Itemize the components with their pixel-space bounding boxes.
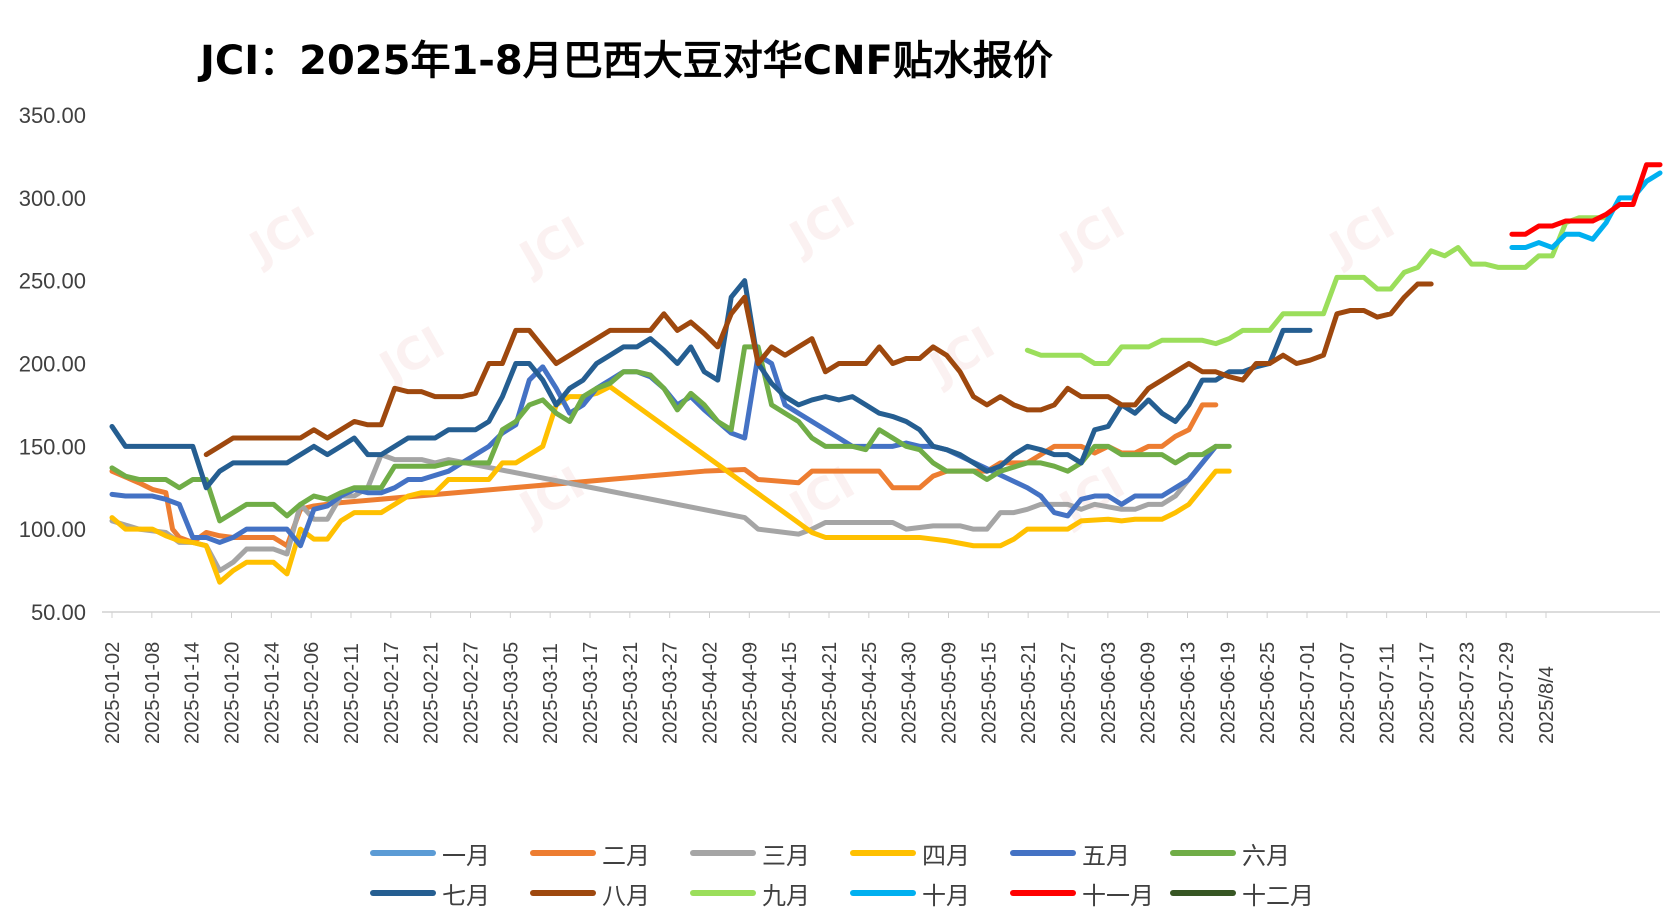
x-tick-label: 2025-02-17 (381, 642, 403, 744)
y-tick-label: 150.00 (19, 434, 86, 459)
legend-swatch (370, 890, 436, 896)
x-tick-label: 2025-07-23 (1456, 642, 1478, 744)
series-line-四月 (109, 384, 1232, 585)
x-tick-label: 2025-01-02 (102, 642, 124, 744)
legend-label: 十二月 (1242, 881, 1314, 910)
x-tick-label: 2025-05-21 (1018, 642, 1040, 744)
series-line-八月 (203, 281, 1434, 458)
y-tick-label: 250.00 (19, 269, 86, 294)
x-tick-label: 2025-03-11 (540, 643, 562, 744)
x-tick-label: 2025-03-21 (620, 642, 642, 744)
x-tick-label: 2025-05-27 (1058, 642, 1080, 744)
x-tick-label: 2025-06-19 (1217, 642, 1239, 744)
y-tick-label: 300.00 (19, 186, 86, 211)
legend-swatch (1170, 850, 1236, 856)
legend-item: 五月 (1010, 836, 1170, 871)
x-tick-label: 2025-03-17 (580, 642, 602, 744)
x-tick-label: 2025-07-29 (1496, 642, 1518, 744)
legend-item: 四月 (850, 836, 1010, 871)
x-tick-label: 2025-01-24 (261, 642, 283, 744)
x-tick-label: 2025-06-25 (1257, 642, 1279, 744)
y-tick-label: 50.00 (31, 600, 86, 625)
legend-label: 六月 (1242, 841, 1290, 870)
legend-swatch (850, 890, 916, 896)
legend-swatch (850, 850, 916, 856)
x-tick-label: 2025-05-15 (978, 642, 1000, 744)
legend-row: 七月 八月 九月 十月 十一月 十二月 (370, 873, 1350, 913)
legend-item: 一月 (370, 836, 530, 871)
legend: 一月 二月 三月 四月 五月 六月 七月 八月 九月 十月 十一月 十二月 (370, 833, 1350, 913)
x-tick-label: 2025-06-03 (1098, 642, 1120, 744)
x-tick-label: 2025-01-08 (142, 642, 164, 744)
legend-label: 四月 (922, 841, 970, 870)
legend-swatch (690, 890, 756, 896)
legend-swatch (530, 890, 596, 896)
legend-label: 九月 (762, 881, 810, 910)
legend-swatch (690, 850, 756, 856)
x-tick-label: 2025-07-17 (1417, 642, 1439, 744)
x-tick-label: 2025-05-09 (939, 642, 961, 744)
x-tick-label: 2025-04-21 (819, 642, 841, 744)
legend-label: 七月 (442, 881, 490, 910)
legend-row: 一月 二月 三月 四月 五月 六月 (370, 833, 1350, 873)
legend-item: 十一月 (1010, 876, 1170, 911)
legend-label: 二月 (602, 841, 650, 870)
x-tick-label: 2025-04-15 (779, 642, 801, 744)
legend-item: 六月 (1170, 836, 1330, 871)
y-tick-label: 200.00 (19, 352, 86, 377)
x-tick-label: 2025-04-30 (899, 642, 921, 744)
x-tick-label: 2025-03-05 (500, 642, 522, 744)
legend-swatch (530, 850, 596, 856)
series-line-九月 (1024, 215, 1609, 366)
legend-label: 一月 (442, 841, 490, 870)
legend-item: 八月 (530, 876, 690, 911)
x-tick-label: 2025-06-09 (1138, 642, 1160, 744)
legend-swatch (1010, 850, 1076, 856)
legend-item: 三月 (690, 836, 850, 871)
legend-swatch (1170, 890, 1236, 896)
chart-title: JCI：2025年1-8月巴西大豆对华CNF贴水报价 (200, 38, 1053, 84)
x-tick-label: 2025-07-07 (1337, 642, 1359, 744)
x-tick-label: 2025-03-27 (660, 642, 682, 744)
y-tick-label: 100.00 (19, 517, 86, 542)
legend-item: 十二月 (1170, 876, 1330, 911)
x-tick-label: 2025/8/4 (1536, 666, 1558, 744)
x-tick-label: 2025-04-09 (739, 642, 761, 744)
legend-label: 十月 (922, 881, 970, 910)
series-line-六月 (109, 344, 1232, 524)
legend-swatch (370, 850, 436, 856)
legend-label: 三月 (762, 841, 810, 870)
x-tick-label: 2025-01-14 (182, 642, 204, 744)
x-tick-label: 2025-02-21 (421, 642, 443, 744)
legend-label: 十一月 (1082, 881, 1154, 910)
y-tick-label: 350.00 (19, 103, 86, 128)
legend-label: 五月 (1082, 841, 1130, 870)
x-tick-label: 2025-02-11 (341, 643, 363, 744)
legend-label: 八月 (602, 881, 650, 910)
legend-item: 二月 (530, 836, 690, 871)
legend-item: 九月 (690, 876, 850, 911)
x-tick-label: 2025-07-01 (1297, 642, 1319, 744)
legend-item: 七月 (370, 876, 530, 911)
x-tick-label: 2025-02-06 (301, 642, 323, 744)
x-tick-label: 2025-04-02 (700, 642, 722, 744)
x-tick-label: 2025-06-13 (1178, 642, 1200, 744)
x-tick-label: 2025-02-27 (461, 642, 483, 744)
legend-item: 十月 (850, 876, 1010, 911)
series-line-十一月 (1509, 162, 1663, 237)
x-tick-label: 2025-01-20 (222, 642, 244, 744)
x-tick-label: 2025-07-11 (1377, 643, 1399, 744)
series-line-三月 (109, 443, 1219, 574)
x-tick-label: 2025-04-25 (859, 642, 881, 744)
legend-swatch (1010, 890, 1076, 896)
